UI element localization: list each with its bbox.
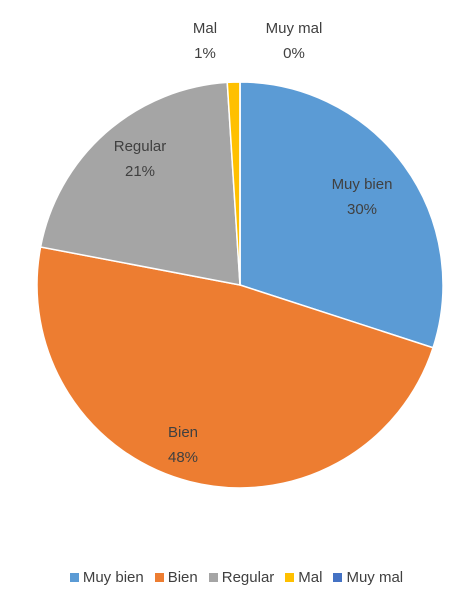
pie-slice-muy-bien bbox=[239, 81, 444, 349]
legend-item-regular: Regular bbox=[208, 568, 275, 586]
slice-value-bien: 48% bbox=[168, 449, 198, 466]
legend-item-mal: Mal bbox=[285, 569, 322, 586]
legend-label-muy-bien: Muy bien bbox=[82, 568, 144, 586]
legend-item-muy-bien: Muy bien bbox=[69, 568, 144, 586]
pie-slice-bien bbox=[36, 246, 435, 489]
legend-swatch-muy-mal bbox=[333, 572, 343, 582]
slice-label-muy-mal: Muy mal bbox=[266, 20, 323, 37]
legend-label-regular: Regular bbox=[221, 568, 275, 586]
pie-labels: Muy bien 30% Bien 48% Regular 21% Mal 1% Muy mal… bbox=[114, 20, 393, 466]
slice-value-muy-bien: 30% bbox=[347, 201, 377, 218]
chart-legend: Muy bien Bien Regular Mal Muy mal bbox=[0, 566, 473, 588]
legend-swatch-regular bbox=[208, 572, 218, 582]
pie-slices bbox=[36, 81, 444, 489]
legend-label-muy-mal: Muy mal bbox=[346, 568, 404, 586]
slice-value-muy-mal: 0% bbox=[283, 45, 305, 62]
legend-item-muy-mal: Muy mal bbox=[333, 569, 403, 586]
slice-label-regular: Regular bbox=[114, 138, 167, 155]
legend-swatch-bien bbox=[154, 572, 164, 582]
legend-label-mal: Mal bbox=[298, 568, 323, 586]
slice-label-muy-bien: Muy bien bbox=[332, 176, 393, 193]
legend-label-bien: Bien bbox=[167, 568, 198, 586]
legend-item-bien: Bien bbox=[154, 568, 198, 586]
pie-slice-regular bbox=[39, 81, 241, 286]
legend-swatch-muy-bien bbox=[69, 572, 79, 582]
legend-swatch-mal bbox=[285, 572, 295, 582]
slice-label-bien: Bien bbox=[168, 424, 198, 441]
slice-value-mal: 1% bbox=[194, 45, 216, 62]
slice-value-regular: 21% bbox=[125, 163, 155, 180]
slice-label-mal: Mal bbox=[193, 20, 217, 37]
